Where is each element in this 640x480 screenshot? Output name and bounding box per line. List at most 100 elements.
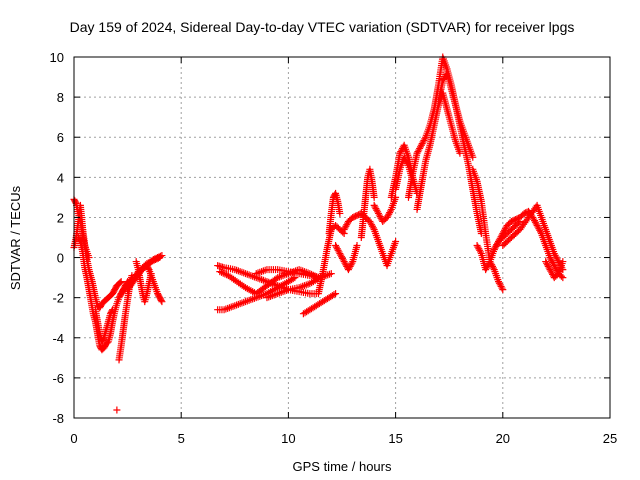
data-point: [469, 153, 477, 161]
data-point: [117, 278, 125, 286]
data-point: [221, 270, 229, 278]
data-point: [219, 269, 227, 277]
data-point: [474, 243, 482, 251]
data-point: [341, 259, 349, 267]
data-point: [336, 250, 344, 258]
data-point: [421, 135, 429, 143]
data-point: [559, 274, 567, 282]
data-point: [384, 212, 392, 220]
data-point: [499, 286, 507, 294]
data-point: [559, 258, 567, 266]
data-point: [343, 221, 351, 229]
data-point: [346, 262, 354, 270]
data-point: [531, 218, 539, 226]
data-point: [341, 224, 349, 232]
data-point: [340, 225, 348, 233]
data-point: [482, 266, 490, 274]
axis-ticks: [73, 56, 611, 419]
y-tick-label: -6: [52, 371, 64, 386]
data-point: [542, 258, 550, 266]
data-point: [116, 279, 124, 287]
data-point: [545, 264, 553, 272]
data-point: [371, 203, 379, 211]
data-point: [493, 241, 501, 249]
data-point: [342, 222, 350, 230]
data-point: [385, 210, 393, 218]
data-point: [335, 248, 343, 256]
data-point: [500, 228, 508, 236]
data-point: [484, 261, 492, 269]
data-point: [109, 306, 117, 314]
chart-title: Day 159 of 2024, Sidereal Day-to-day VTE…: [70, 19, 575, 35]
data-point: [353, 242, 361, 250]
data-point: [495, 236, 503, 244]
data-point: [414, 148, 422, 156]
y-tick-label: -2: [52, 291, 64, 306]
data-point: [76, 236, 84, 244]
y-tick-label: 0: [57, 251, 64, 266]
data-point: [158, 252, 166, 260]
data-point: [549, 260, 557, 268]
data-point: [498, 284, 506, 292]
data-point: [345, 264, 353, 272]
data-point: [369, 224, 377, 232]
data-point: [370, 193, 378, 201]
y-tick-label: 10: [50, 50, 64, 65]
y-tick-label: -4: [52, 331, 64, 346]
data-point: [374, 209, 382, 217]
data-point: [544, 262, 552, 270]
data-point: [338, 254, 346, 262]
data-point: [103, 339, 111, 347]
x-tick-label: 25: [603, 431, 617, 446]
data-point: [218, 268, 226, 276]
data-point: [373, 206, 381, 214]
data-point: [491, 244, 499, 252]
data-point: [494, 239, 502, 247]
data-point: [376, 213, 384, 221]
y-axis-label: SDTVAR / TECUs: [8, 185, 23, 290]
data-point: [386, 209, 394, 217]
data-point: [347, 261, 355, 269]
data-point: [415, 146, 423, 154]
data-point: [501, 225, 509, 233]
data-point: [375, 211, 383, 219]
y-tick-label: 2: [57, 210, 64, 225]
data-point: [417, 141, 425, 149]
data-point: [490, 246, 498, 254]
data-point: [348, 259, 356, 267]
data-point: [475, 245, 483, 253]
data-point: [531, 217, 539, 225]
grid-lines: [74, 57, 610, 418]
data-point: [157, 296, 165, 304]
data-point: [530, 215, 538, 223]
data-point: [99, 335, 107, 343]
data-point: [332, 290, 340, 298]
data-point: [386, 207, 394, 215]
data-point: [489, 264, 497, 272]
data-point: [366, 217, 374, 225]
data-point: [344, 266, 352, 274]
data-point: [548, 269, 556, 277]
y-tick-label: 8: [57, 90, 64, 105]
data-point: [492, 242, 500, 250]
data-point: [419, 138, 427, 146]
data-point: [533, 221, 541, 229]
data-point: [416, 144, 424, 152]
data-point: [113, 406, 121, 414]
data-point: [495, 278, 503, 286]
x-tick-label: 5: [178, 431, 185, 446]
data-point: [396, 149, 404, 157]
data-point: [216, 268, 224, 276]
data-point: [496, 234, 504, 242]
data-point: [495, 238, 503, 246]
data-point: [368, 221, 376, 229]
data-point: [535, 225, 543, 233]
data-point: [330, 291, 338, 299]
data-point: [477, 248, 485, 256]
x-tick-label: 20: [496, 431, 510, 446]
data-point: [240, 282, 248, 290]
data-point: [548, 257, 556, 265]
data-point: [336, 209, 344, 217]
data-point: [549, 258, 557, 266]
data-point: [289, 275, 297, 283]
